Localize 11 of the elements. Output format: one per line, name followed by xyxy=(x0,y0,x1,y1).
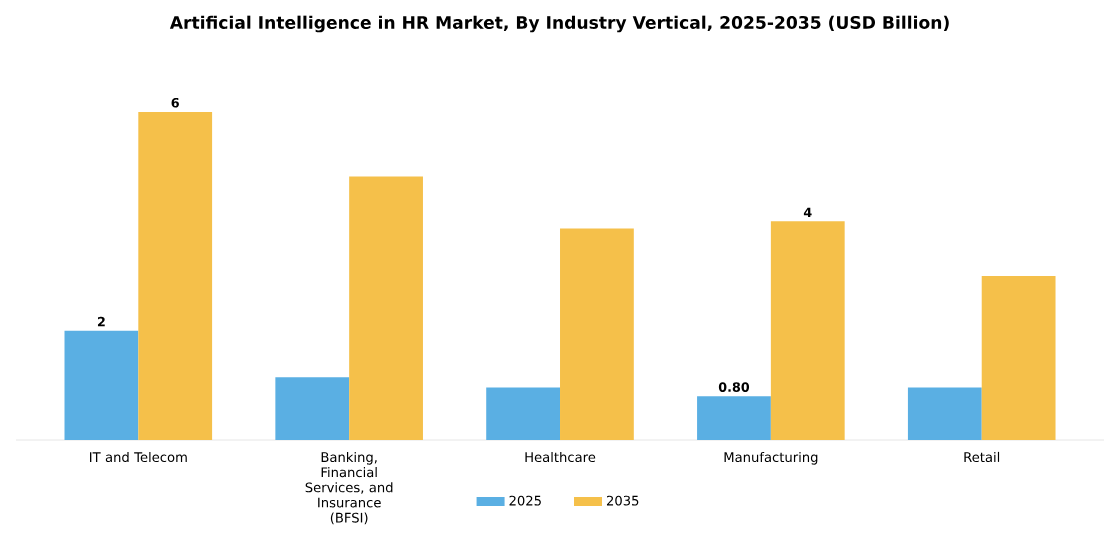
bar xyxy=(560,228,634,440)
bar xyxy=(138,111,213,440)
bar xyxy=(486,387,561,440)
bar xyxy=(349,176,423,440)
bar xyxy=(697,396,771,440)
bar xyxy=(907,387,982,440)
chart-title: Artificial Intelligence in HR Market, By Industry Vertical, 2025-2035 (USD Billion) xyxy=(169,15,949,33)
bar xyxy=(981,275,1056,440)
bar xyxy=(275,377,350,440)
bar xyxy=(64,330,139,440)
bar xyxy=(770,221,845,440)
